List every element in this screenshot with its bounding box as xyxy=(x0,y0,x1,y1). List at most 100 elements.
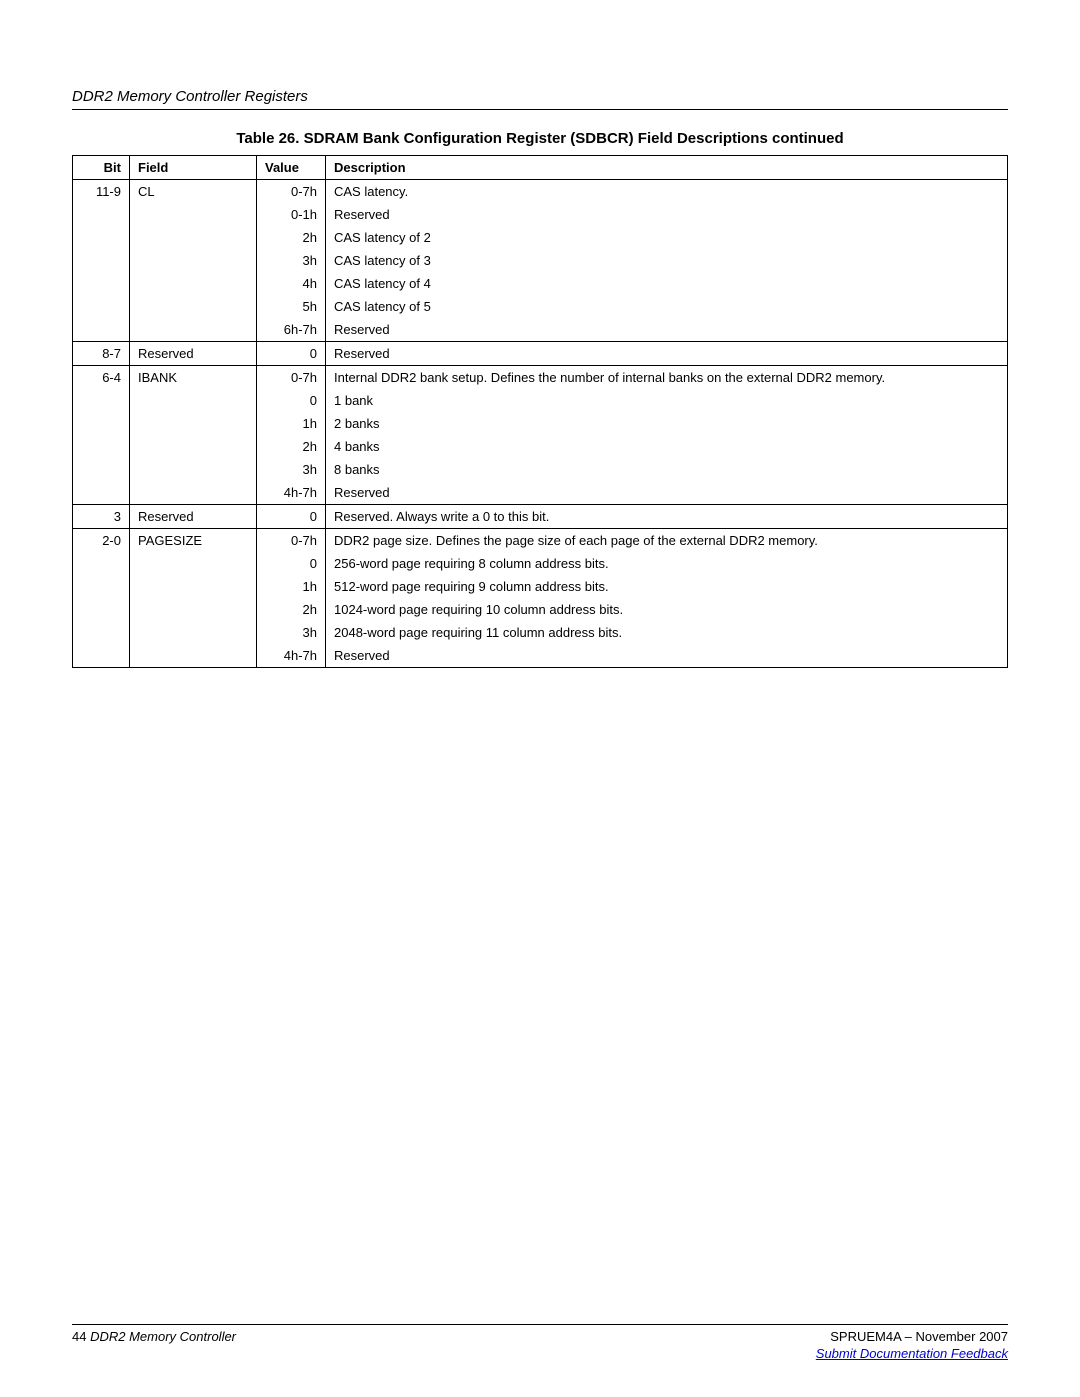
cell-value: 0-7h xyxy=(257,529,326,553)
cell-field xyxy=(130,203,257,226)
cell-bit xyxy=(73,226,130,249)
doc-id: SPRUEM4A – November 2007 xyxy=(830,1329,1008,1344)
cell-description: CAS latency of 5 xyxy=(326,295,1008,318)
cell-bit xyxy=(73,552,130,575)
cell-value: 4h-7h xyxy=(257,644,326,668)
cell-description: 256-word page requiring 8 column address… xyxy=(326,552,1008,575)
cell-description: Internal DDR2 bank setup. Defines the nu… xyxy=(326,366,1008,390)
cell-bit: 2-0 xyxy=(73,529,130,553)
cell-bit xyxy=(73,575,130,598)
table-row: 4h-7hReserved xyxy=(73,481,1008,505)
register-table: Bit Field Value Description 11-9CL0-7hCA… xyxy=(72,155,1008,668)
cell-value: 0 xyxy=(257,342,326,366)
section-header: DDR2 Memory Controller Registers xyxy=(72,88,1008,110)
cell-field: IBANK xyxy=(130,366,257,390)
cell-bit xyxy=(73,435,130,458)
cell-description: 512-word page requiring 9 column address… xyxy=(326,575,1008,598)
table-row: 2hCAS latency of 2 xyxy=(73,226,1008,249)
cell-field xyxy=(130,318,257,342)
table-row: 0256-word page requiring 8 column addres… xyxy=(73,552,1008,575)
cell-field: Reserved xyxy=(130,342,257,366)
cell-field: Reserved xyxy=(130,505,257,529)
table-row: 2-0PAGESIZE0-7hDDR2 page size. Defines t… xyxy=(73,529,1008,553)
cell-value: 0 xyxy=(257,389,326,412)
cell-value: 3h xyxy=(257,458,326,481)
cell-value: 2h xyxy=(257,226,326,249)
cell-description: CAS latency of 3 xyxy=(326,249,1008,272)
cell-bit xyxy=(73,203,130,226)
cell-value: 3h xyxy=(257,249,326,272)
table-row: 3Reserved0Reserved. Always write a 0 to … xyxy=(73,505,1008,529)
cell-description: 1024-word page requiring 10 column addre… xyxy=(326,598,1008,621)
table-row: 0-1hReserved xyxy=(73,203,1008,226)
cell-value: 1h xyxy=(257,575,326,598)
cell-description: 2 banks xyxy=(326,412,1008,435)
table-row: 4h-7hReserved xyxy=(73,644,1008,668)
cell-value: 4h-7h xyxy=(257,481,326,505)
cell-bit xyxy=(73,481,130,505)
cell-bit xyxy=(73,272,130,295)
cell-description: DDR2 page size. Defines the page size of… xyxy=(326,529,1008,553)
cell-field xyxy=(130,621,257,644)
cell-description: 4 banks xyxy=(326,435,1008,458)
cell-bit: 8-7 xyxy=(73,342,130,366)
table-header-row: Bit Field Value Description xyxy=(73,156,1008,180)
cell-field xyxy=(130,272,257,295)
table-row: 3h2048-word page requiring 11 column add… xyxy=(73,621,1008,644)
col-value: Value xyxy=(257,156,326,180)
cell-description: Reserved xyxy=(326,203,1008,226)
cell-description: Reserved xyxy=(326,644,1008,668)
cell-field xyxy=(130,575,257,598)
cell-description: 8 banks xyxy=(326,458,1008,481)
cell-description: Reserved xyxy=(326,318,1008,342)
table-row: 6h-7hReserved xyxy=(73,318,1008,342)
page-number: 44 xyxy=(72,1329,86,1344)
cell-bit xyxy=(73,249,130,272)
feedback-link[interactable]: Submit Documentation Feedback xyxy=(72,1346,1008,1361)
cell-value: 5h xyxy=(257,295,326,318)
table-row: 1h2 banks xyxy=(73,412,1008,435)
cell-field xyxy=(130,295,257,318)
col-bit: Bit xyxy=(73,156,130,180)
cell-value: 0-7h xyxy=(257,366,326,390)
table-row: 01 bank xyxy=(73,389,1008,412)
cell-bit xyxy=(73,644,130,668)
cell-description: CAS latency of 4 xyxy=(326,272,1008,295)
table-row: 8-7Reserved0Reserved xyxy=(73,342,1008,366)
cell-description: 2048-word page requiring 11 column addre… xyxy=(326,621,1008,644)
footer-title: DDR2 Memory Controller xyxy=(90,1329,236,1344)
cell-field xyxy=(130,481,257,505)
cell-field xyxy=(130,435,257,458)
cell-bit: 3 xyxy=(73,505,130,529)
cell-field: CL xyxy=(130,180,257,204)
table-row: 3hCAS latency of 3 xyxy=(73,249,1008,272)
cell-field xyxy=(130,552,257,575)
cell-value: 4h xyxy=(257,272,326,295)
cell-description: Reserved. Always write a 0 to this bit. xyxy=(326,505,1008,529)
cell-field xyxy=(130,458,257,481)
cell-field xyxy=(130,226,257,249)
table-row: 2h4 banks xyxy=(73,435,1008,458)
table-row: 1h512-word page requiring 9 column addre… xyxy=(73,575,1008,598)
table-title: Table 26. SDRAM Bank Configuration Regis… xyxy=(72,130,1008,147)
col-field: Field xyxy=(130,156,257,180)
cell-bit xyxy=(73,389,130,412)
cell-bit xyxy=(73,412,130,435)
table-row: 3h8 banks xyxy=(73,458,1008,481)
cell-value: 0 xyxy=(257,505,326,529)
cell-field xyxy=(130,412,257,435)
table-row: 11-9CL0-7hCAS latency. xyxy=(73,180,1008,204)
cell-description: CAS latency of 2 xyxy=(326,226,1008,249)
cell-field: PAGESIZE xyxy=(130,529,257,553)
cell-field xyxy=(130,249,257,272)
table-row: 5hCAS latency of 5 xyxy=(73,295,1008,318)
cell-description: Reserved xyxy=(326,342,1008,366)
cell-value: 0-7h xyxy=(257,180,326,204)
cell-value: 3h xyxy=(257,621,326,644)
col-description: Description xyxy=(326,156,1008,180)
table-row: 2h1024-word page requiring 10 column add… xyxy=(73,598,1008,621)
cell-value: 1h xyxy=(257,412,326,435)
cell-description: 1 bank xyxy=(326,389,1008,412)
cell-bit: 11-9 xyxy=(73,180,130,204)
cell-bit xyxy=(73,458,130,481)
